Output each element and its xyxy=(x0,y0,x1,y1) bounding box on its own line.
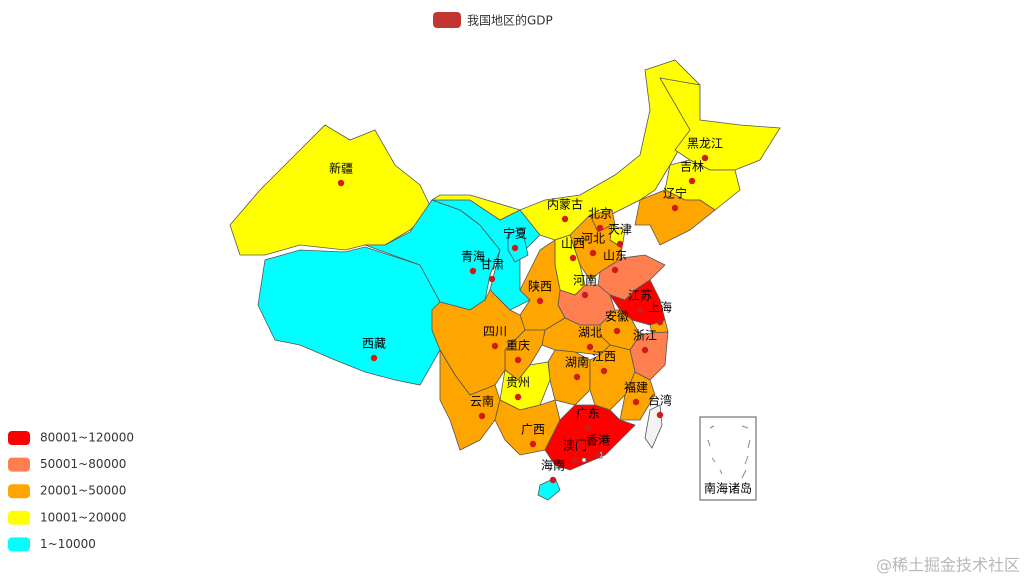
piece-label: 80001~120000 xyxy=(40,431,134,445)
region-dot xyxy=(594,451,602,459)
piece-swatch xyxy=(8,431,30,445)
region-dot xyxy=(611,266,619,274)
region-label: 安徽 xyxy=(605,309,629,324)
region-label: 江苏 xyxy=(628,289,652,303)
inset-label: 南海诸岛 xyxy=(704,481,752,496)
piece-label: 10001~20000 xyxy=(40,510,126,524)
region xyxy=(537,477,561,501)
region-label: 河南 xyxy=(573,273,597,288)
region-label: 辽宁 xyxy=(663,186,687,201)
region-dot xyxy=(613,327,621,335)
region-label: 福建 xyxy=(624,380,648,395)
watermark: @稀土掘金技术社区 xyxy=(876,556,1020,575)
south-sea-inset: 南海诸岛 xyxy=(699,416,757,501)
region-dot xyxy=(586,343,594,351)
region-dot xyxy=(600,367,608,375)
region-dot xyxy=(688,177,696,185)
region-dot xyxy=(549,476,557,484)
region xyxy=(644,404,663,449)
region xyxy=(569,214,623,281)
region-dot xyxy=(571,456,579,464)
region xyxy=(634,189,716,246)
piece-swatch xyxy=(8,510,30,525)
region-label: 湖南 xyxy=(565,355,589,370)
region-dot xyxy=(478,412,486,420)
region-label: 上海 xyxy=(648,300,672,315)
region-dot xyxy=(701,154,709,162)
region-label: 湖北 xyxy=(578,325,602,340)
region-label: 广西 xyxy=(521,423,545,437)
piece-label: 20001~50000 xyxy=(40,484,126,498)
region-dot xyxy=(370,354,378,362)
region-label: 北京 xyxy=(588,207,612,221)
region-dot xyxy=(337,179,345,187)
region-label: 西藏 xyxy=(362,337,386,351)
region-label: 宁夏 xyxy=(503,226,527,241)
piece-label: 50001~80000 xyxy=(40,457,126,471)
region-label: 山西 xyxy=(561,237,585,251)
region-label: 云南 xyxy=(470,394,494,409)
region-label: 内蒙古 xyxy=(547,197,583,212)
inset-islands xyxy=(707,425,751,479)
region-dot xyxy=(656,318,664,326)
region-label: 新疆 xyxy=(329,161,353,176)
region-label: 广东 xyxy=(576,407,600,421)
region xyxy=(659,77,781,171)
region-label: 澳门 xyxy=(563,438,587,453)
region-dot xyxy=(656,411,664,419)
region-dot xyxy=(569,254,577,262)
region-label: 贵州 xyxy=(506,376,530,390)
region-dot xyxy=(514,356,522,364)
region-dot xyxy=(589,249,597,257)
piece-swatch xyxy=(8,457,30,472)
region-dot xyxy=(529,440,537,448)
region-label: 甘肃 xyxy=(480,258,504,272)
region-label: 吉林 xyxy=(680,160,704,174)
region-label: 黑龙江 xyxy=(687,137,723,151)
region xyxy=(229,124,433,256)
region-label: 青海 xyxy=(461,249,485,264)
region xyxy=(507,227,529,263)
region-label: 天津 xyxy=(608,223,632,237)
region-label: 山东 xyxy=(603,249,627,263)
piece-swatch xyxy=(8,537,30,552)
region xyxy=(257,246,441,386)
region-label: 浙江 xyxy=(633,329,657,343)
region-label: 重庆 xyxy=(506,339,530,353)
region-label: 四川 xyxy=(483,325,507,339)
region-dot xyxy=(584,424,592,432)
region-dot xyxy=(491,342,499,350)
region-dot xyxy=(581,291,589,299)
region-dot xyxy=(632,398,640,406)
region-dot xyxy=(641,346,649,354)
region-label: 陕西 xyxy=(528,279,552,294)
region-dot xyxy=(514,393,522,401)
region xyxy=(544,404,636,471)
piece-label: 1~10000 xyxy=(40,537,96,551)
region-dot xyxy=(511,244,519,252)
legend-label: 我国地区的GDP xyxy=(467,13,553,28)
region-dot xyxy=(636,306,644,314)
legend-swatch xyxy=(433,12,461,28)
region-label: 台湾 xyxy=(648,393,672,408)
region xyxy=(581,457,587,463)
region-dot xyxy=(573,373,581,381)
region-dot xyxy=(671,204,679,212)
region-label: 江西 xyxy=(592,350,616,364)
region-dot xyxy=(616,240,624,248)
region-dot xyxy=(488,275,496,283)
region-dot xyxy=(596,224,604,232)
region-label: 河北 xyxy=(581,232,605,246)
region-dot xyxy=(536,297,544,305)
region-dot xyxy=(561,215,569,223)
region-label: 海南 xyxy=(541,458,565,473)
region-label: 香港 xyxy=(586,434,610,448)
region xyxy=(494,399,561,456)
region-dot xyxy=(469,267,477,275)
piece-swatch xyxy=(8,484,30,499)
